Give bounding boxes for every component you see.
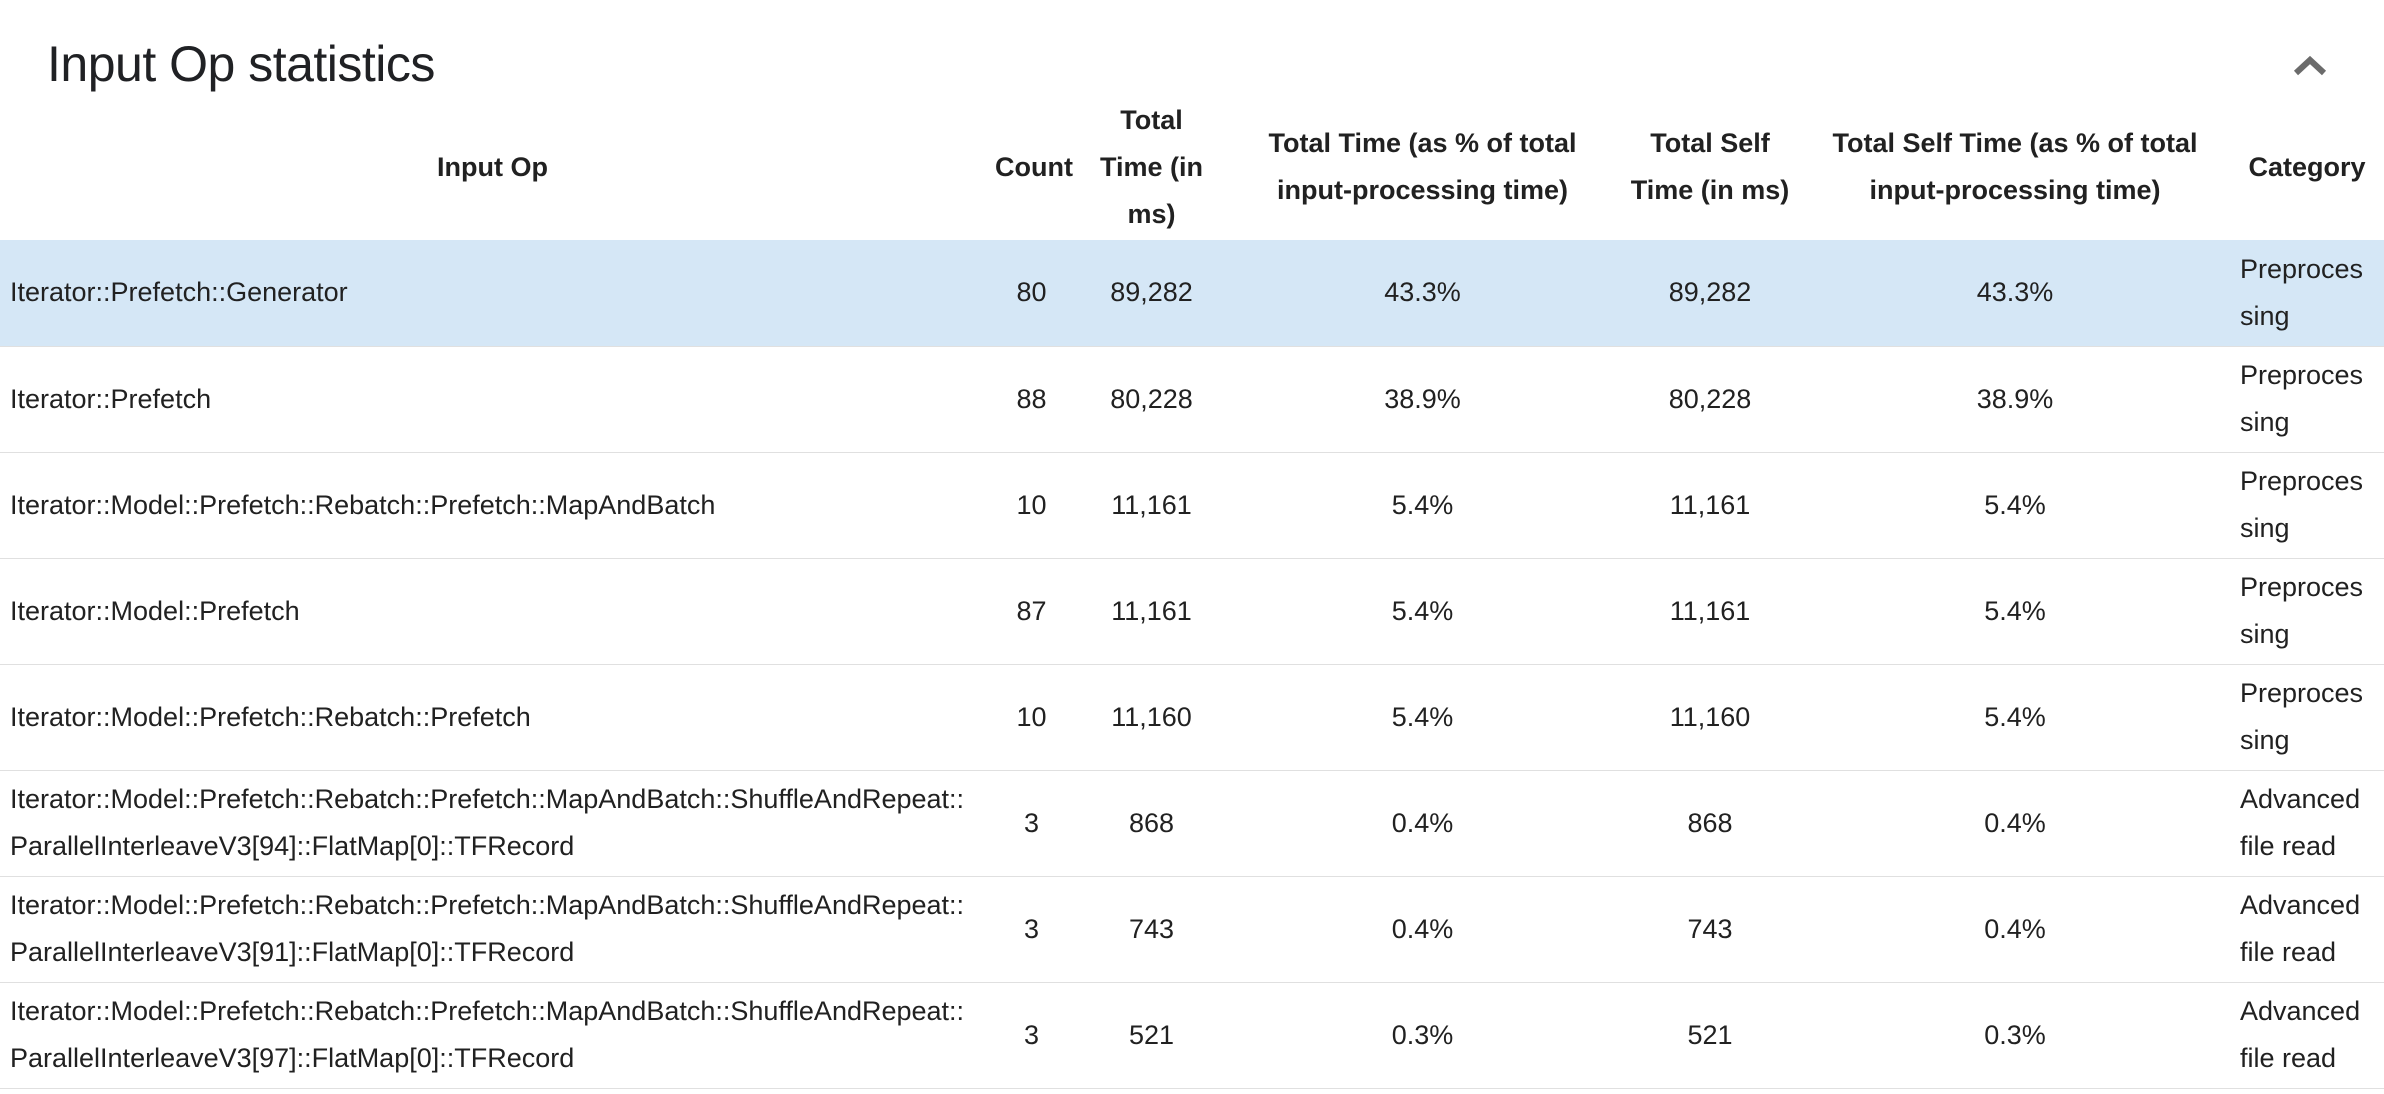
- cell-input-op: Iterator::Model::Prefetch::Rebatch::Pref…: [10, 489, 716, 520]
- column-header-self-time-pct[interactable]: Total Self Time (as % of total input-pro…: [1832, 128, 2198, 205]
- cell-total-time: 11,160: [1111, 701, 1192, 732]
- table-row[interactable]: Iterator::Prefetch 88 80,228 38.9% 80,22…: [0, 346, 2384, 452]
- cell-total-time-pct: 5.4%: [1391, 701, 1454, 732]
- collapse-section-button[interactable]: [2286, 40, 2334, 92]
- cell-count: 80: [1016, 277, 1047, 308]
- cell-self-time: 743: [1687, 913, 1733, 944]
- cell-self-time: 868: [1687, 807, 1733, 838]
- cell-category: Preprocessing: [2240, 678, 2364, 755]
- table-header: Input Op Count Total Time (in ms) Total …: [0, 94, 2384, 240]
- cell-count: 3: [1023, 1019, 1040, 1050]
- table-row[interactable]: Iterator::Model::Prefetch::Rebatch::Pref…: [0, 770, 2384, 876]
- cell-self-time-pct: 5.4%: [1984, 489, 2046, 520]
- cell-total-time: 11,161: [1111, 595, 1192, 626]
- cell-input-op: Iterator::Prefetch::Generator: [10, 277, 348, 308]
- cell-self-time: 89,282: [1668, 277, 1752, 308]
- cell-input-op: Iterator::Model::Prefetch: [10, 595, 300, 626]
- cell-category: Advanced file read: [2240, 784, 2361, 861]
- cell-self-time: 521: [1687, 1019, 1733, 1050]
- cell-self-time: 11,160: [1669, 701, 1751, 732]
- cell-self-time-pct: 0.4%: [1984, 913, 2046, 944]
- cell-self-time: 80,228: [1668, 383, 1752, 414]
- cell-total-time: 11,161: [1111, 489, 1192, 520]
- column-header-category[interactable]: Category: [2248, 151, 2366, 182]
- cell-self-time-pct: 0.3%: [1984, 1019, 2046, 1050]
- cell-total-time: 743: [1128, 913, 1175, 944]
- cell-input-op: Iterator::Model::Prefetch::Rebatch::Pref…: [10, 784, 965, 861]
- column-header-self-time[interactable]: Total Self Time (in ms): [1630, 128, 1790, 205]
- cell-category: Advanced file read: [2240, 996, 2361, 1073]
- cell-category: Preprocessing: [2240, 360, 2364, 437]
- table-row[interactable]: Iterator::Model::Prefetch 87 11,161 5.4%…: [0, 558, 2384, 664]
- cell-total-time-pct: 43.3%: [1384, 277, 1461, 308]
- table-row[interactable]: Iterator::Model::Prefetch::Rebatch::Pref…: [0, 982, 2384, 1088]
- cell-self-time-pct: 5.4%: [1984, 595, 2046, 626]
- cell-category: Preprocessing: [2240, 572, 2364, 649]
- column-header-count[interactable]: Count: [995, 151, 1073, 182]
- cell-count: 3: [1023, 913, 1040, 944]
- cell-count: 87: [1016, 595, 1047, 626]
- cell-count: 3: [1023, 807, 1040, 838]
- column-header-total-time[interactable]: Total Time (in ms): [1099, 104, 1204, 229]
- cell-total-time-pct: 5.4%: [1391, 489, 1454, 520]
- cell-total-time-pct: 5.4%: [1391, 595, 1454, 626]
- table-row[interactable]: Iterator::Model::Prefetch::Rebatch::Pref…: [0, 452, 2384, 558]
- cell-self-time: 11,161: [1669, 489, 1751, 520]
- chevron-up-icon: [2292, 55, 2328, 81]
- cell-category: Preprocessing: [2240, 253, 2364, 331]
- cell-category: Advanced file read: [2240, 890, 2361, 967]
- cell-self-time-pct: 0.4%: [1984, 807, 2046, 838]
- input-op-table: Input Op Count Total Time (in ms) Total …: [0, 94, 2384, 1089]
- page-title: Input Op statistics: [47, 36, 435, 92]
- cell-count: 10: [1016, 701, 1047, 732]
- table-row[interactable]: Iterator::Model::Prefetch::Rebatch::Pref…: [0, 664, 2384, 770]
- cell-total-time-pct: 38.9%: [1384, 383, 1461, 414]
- cell-total-time: 89,282: [1110, 277, 1193, 308]
- cell-total-time: 80,228: [1110, 383, 1193, 414]
- cell-input-op: Iterator::Model::Prefetch::Rebatch::Pref…: [10, 701, 531, 732]
- column-header-input-op[interactable]: Input Op: [437, 151, 548, 182]
- cell-self-time-pct: 38.9%: [1976, 383, 2054, 414]
- cell-count: 88: [1016, 383, 1047, 414]
- cell-self-time-pct: 5.4%: [1984, 701, 2046, 732]
- cell-input-op: Iterator::Prefetch: [10, 383, 212, 414]
- table-row[interactable]: Iterator::Prefetch::Generator 80 89,282 …: [0, 240, 2384, 346]
- cell-self-time-pct: 43.3%: [1976, 277, 2054, 308]
- cell-input-op: Iterator::Model::Prefetch::Rebatch::Pref…: [10, 996, 965, 1073]
- table-row[interactable]: Iterator::Model::Prefetch::Rebatch::Pref…: [0, 876, 2384, 982]
- cell-self-time: 11,161: [1669, 595, 1751, 626]
- cell-input-op: Iterator::Model::Prefetch::Rebatch::Pref…: [10, 890, 965, 967]
- cell-total-time: 521: [1128, 1019, 1175, 1050]
- cell-category: Preprocessing: [2240, 466, 2364, 543]
- cell-total-time: 868: [1128, 807, 1175, 838]
- cell-total-time-pct: 0.4%: [1391, 807, 1454, 838]
- section-header: Input Op statistics: [0, 0, 2384, 94]
- cell-count: 10: [1016, 489, 1047, 520]
- cell-total-time-pct: 0.4%: [1391, 913, 1454, 944]
- column-header-total-time-pct[interactable]: Total Time (as % of total input-processi…: [1268, 128, 1577, 205]
- cell-total-time-pct: 0.3%: [1391, 1019, 1454, 1050]
